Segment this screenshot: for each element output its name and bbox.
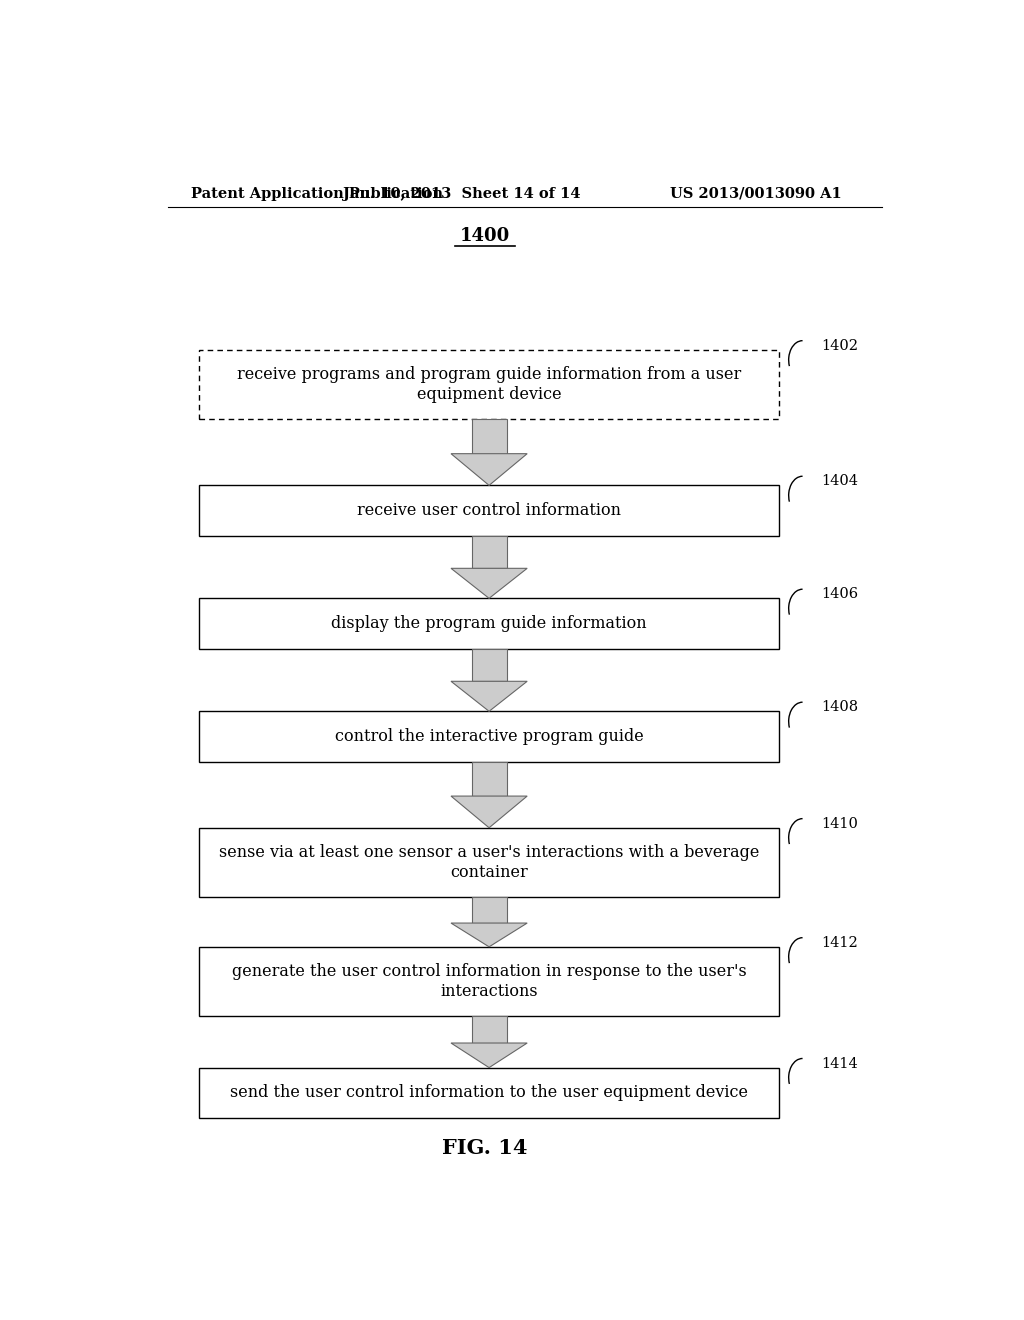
Text: US 2013/0013090 A1: US 2013/0013090 A1 [671, 187, 842, 201]
Bar [200, 711, 778, 762]
Text: display the program guide information: display the program guide information [332, 615, 647, 632]
Polygon shape [451, 923, 527, 946]
Bar [200, 946, 778, 1016]
Text: FIG. 14: FIG. 14 [442, 1138, 527, 1159]
Text: 1402: 1402 [821, 339, 858, 352]
Bar [472, 420, 507, 454]
Text: 1410: 1410 [821, 817, 858, 830]
Text: 1412: 1412 [821, 936, 857, 950]
Text: send the user control information to the user equipment device: send the user control information to the… [230, 1084, 749, 1101]
Polygon shape [451, 796, 527, 828]
Polygon shape [451, 681, 527, 711]
Polygon shape [451, 569, 527, 598]
Text: Jan. 10, 2013  Sheet 14 of 14: Jan. 10, 2013 Sheet 14 of 14 [343, 187, 580, 201]
Bar [472, 648, 507, 681]
Bar [472, 536, 507, 569]
Bar [200, 1068, 778, 1118]
Polygon shape [451, 1043, 527, 1068]
Polygon shape [451, 454, 527, 486]
Text: sense via at least one sensor a user's interactions with a beverage
container: sense via at least one sensor a user's i… [219, 845, 759, 880]
Bar [472, 762, 507, 796]
Text: 1406: 1406 [821, 587, 858, 602]
Bar [200, 350, 778, 420]
Text: 1414: 1414 [821, 1056, 857, 1071]
Text: 1408: 1408 [821, 701, 858, 714]
Text: 1400: 1400 [460, 227, 510, 244]
Text: receive user control information: receive user control information [357, 502, 622, 519]
Text: generate the user control information in response to the user's
interactions: generate the user control information in… [231, 964, 746, 999]
Bar [200, 828, 778, 898]
Bar [472, 898, 507, 923]
Text: 1404: 1404 [821, 474, 858, 488]
Text: receive programs and program guide information from a user
equipment device: receive programs and program guide infor… [237, 366, 741, 403]
Text: Patent Application Publication: Patent Application Publication [191, 187, 443, 201]
Bar [200, 598, 778, 648]
Bar [200, 486, 778, 536]
Text: control the interactive program guide: control the interactive program guide [335, 729, 643, 744]
Bar [472, 1016, 507, 1043]
